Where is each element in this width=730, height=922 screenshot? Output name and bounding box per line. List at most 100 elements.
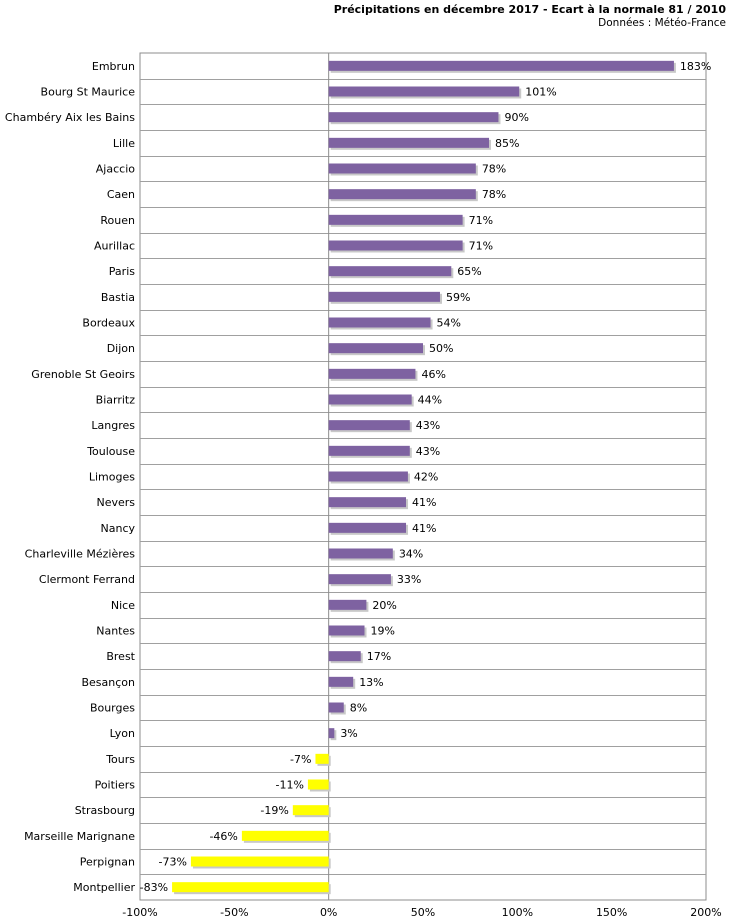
value-label: 54%: [437, 317, 461, 330]
value-label: -83%: [140, 881, 168, 894]
category-label: Paris: [109, 265, 135, 278]
category-label: Clermont Ferrand: [39, 573, 135, 586]
value-label: -11%: [275, 779, 303, 792]
bar: [241, 830, 329, 841]
category-label: Tours: [105, 753, 135, 766]
value-label: 78%: [482, 163, 506, 176]
x-tick-label: 100%: [502, 906, 533, 919]
x-tick-label: 50%: [411, 906, 435, 919]
value-labels: 183% 101% 90% 85% 78% 78% 71% 71% 65% 59% 54% 50% 46…: [140, 60, 712, 894]
chart-title: Précipitations en décembre 2017 - Ecart …: [333, 3, 726, 16]
bar: [328, 86, 520, 97]
value-label: 50%: [429, 342, 453, 355]
value-label: 46%: [421, 368, 445, 381]
category-label: Biarritz: [96, 394, 136, 407]
value-label: 34%: [399, 548, 423, 561]
category-label: Bordeaux: [82, 317, 135, 330]
category-label: Lyon: [110, 727, 135, 740]
value-label: 41%: [412, 522, 436, 535]
chart-subtitle: Données : Météo-France: [598, 17, 726, 29]
value-label: 8%: [350, 702, 367, 715]
bar: [328, 266, 452, 277]
category-label: Strasbourg: [75, 804, 135, 817]
bar: [328, 189, 476, 200]
bar: [328, 625, 365, 636]
value-label: 101%: [525, 86, 556, 99]
value-label: 33%: [397, 573, 421, 586]
bar: [328, 548, 393, 559]
value-label: 3%: [340, 727, 357, 740]
category-label: Ajaccio: [96, 163, 135, 176]
value-label: 90%: [504, 111, 528, 124]
bar: [328, 317, 431, 328]
bar: [328, 445, 410, 456]
bar: [328, 240, 463, 251]
category-label: Grenoble St Geoirs: [31, 368, 135, 381]
bar: [172, 882, 329, 893]
value-label: 183%: [680, 60, 711, 73]
plot-frame: [139, 52, 707, 901]
x-tick-label: 150%: [596, 906, 627, 919]
category-label: Bourg St Maurice: [41, 86, 136, 99]
x-tick-label: 0%: [320, 906, 337, 919]
bar: [328, 137, 490, 148]
bar: [315, 753, 329, 764]
value-label: 44%: [418, 394, 442, 407]
value-label: 13%: [359, 676, 383, 689]
category-label: Montpellier: [73, 881, 135, 894]
bar: [328, 214, 463, 225]
bar: [328, 728, 335, 739]
category-label: Toulouse: [86, 445, 135, 458]
value-label: 17%: [367, 650, 391, 663]
category-label: Bourges: [90, 702, 135, 715]
category-label: Perpignan: [80, 856, 135, 869]
bar: [328, 599, 367, 610]
bar: [328, 522, 407, 533]
bar: [328, 651, 361, 662]
value-label: -7%: [290, 753, 311, 766]
category-label: Brest: [106, 650, 135, 663]
value-label: -46%: [209, 830, 237, 843]
category-label: Caen: [107, 188, 135, 201]
x-axis-ticks: -100% -50% 0% 50% 100% 150% 200%: [122, 906, 721, 919]
bar: [328, 420, 410, 431]
grid: [139, 52, 707, 901]
category-label: Limoges: [89, 471, 135, 484]
category-label: Chambéry Aix les Bains: [5, 111, 135, 124]
value-label: 85%: [495, 137, 519, 150]
value-label: 20%: [372, 599, 396, 612]
category-label: Langres: [91, 419, 135, 432]
bar: [328, 60, 674, 71]
category-label: Lille: [113, 137, 135, 150]
value-label: -19%: [260, 804, 288, 817]
x-tick-label: 200%: [690, 906, 721, 919]
bar: [328, 497, 407, 508]
category-label: Charleville Mézières: [25, 548, 136, 561]
category-label: Aurillac: [94, 240, 135, 253]
x-tick-label: -50%: [220, 906, 248, 919]
value-label: 59%: [446, 291, 470, 304]
value-label: 71%: [469, 240, 493, 253]
category-label: Rouen: [100, 214, 135, 227]
value-label: 19%: [371, 625, 395, 638]
category-labels: Embrun Bourg St Maurice Chambéry Aix les B…: [5, 60, 136, 894]
bar: [328, 112, 499, 123]
category-label: Poitiers: [95, 779, 136, 792]
bar: [328, 702, 344, 713]
bar: [328, 676, 354, 687]
bar: [307, 779, 329, 790]
bar: [328, 291, 440, 302]
value-label: 43%: [416, 445, 440, 458]
value-label: 71%: [469, 214, 493, 227]
bar: [328, 471, 408, 482]
bar: [328, 394, 412, 405]
value-label: 43%: [416, 419, 440, 432]
bar: [328, 163, 476, 174]
value-label: 78%: [482, 188, 506, 201]
bar: [292, 805, 329, 816]
bar: [328, 368, 416, 379]
bar: [328, 574, 391, 585]
value-label: 42%: [414, 471, 438, 484]
category-label: Nancy: [101, 522, 136, 535]
